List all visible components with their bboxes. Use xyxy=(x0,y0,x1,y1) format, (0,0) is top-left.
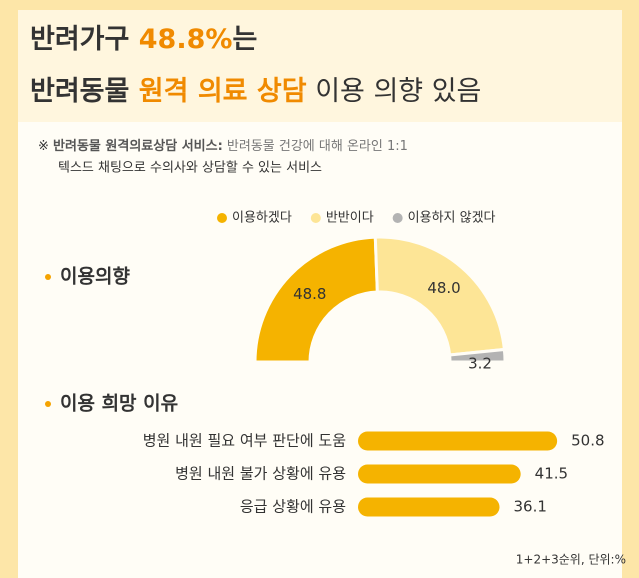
bar xyxy=(358,497,500,517)
title-text: 는 xyxy=(232,24,257,55)
title-area xyxy=(18,10,622,122)
bullet xyxy=(45,401,51,407)
bar xyxy=(358,464,521,484)
legend-label: 반반이다 xyxy=(326,211,374,226)
bar-category: 응급 상황에 유용 xyxy=(240,498,346,516)
data-label: 48.8 xyxy=(293,285,326,303)
legend-swatch xyxy=(392,213,403,223)
section-title: 이용의향 xyxy=(60,266,130,288)
bullet xyxy=(45,274,51,280)
note-line1: ※ 반려동물 원격의료상담 서비스: 반려동물 건강에 대해 온라인 1:1 xyxy=(38,138,408,154)
legend-label: 이용하지 않겠다 xyxy=(408,211,496,226)
data-label: 48.0 xyxy=(427,279,460,297)
section-title: 이용 희망 이유 xyxy=(60,393,178,415)
note-text: 텍스드 채팅으로 수의사와 상담할 수 있는 서비스 xyxy=(58,161,322,176)
legend-swatch xyxy=(310,213,321,223)
title-text: 반려가구 xyxy=(30,24,139,55)
title-highlight: 원격 의료 상담 xyxy=(139,76,307,107)
panel xyxy=(18,122,622,578)
legend-label: 이용하겠다 xyxy=(232,211,292,226)
note-term: 반려동물 원격의료상담 서비스: xyxy=(53,138,223,154)
data-label: 50.8 xyxy=(571,432,604,450)
bar-category: 병원 내원 필요 여부 판단에 도움 xyxy=(143,432,346,450)
donut-segment xyxy=(253,235,379,364)
bar-category: 병원 내원 불가 상황에 유용 xyxy=(175,465,346,483)
bar xyxy=(358,431,558,451)
title-text: 반려동물 xyxy=(30,76,139,107)
data-label: 3.2 xyxy=(468,355,492,373)
title-line1: 반려가구 48.8%는 xyxy=(30,24,257,55)
title-highlight: 48.8% xyxy=(139,24,233,55)
data-label: 36.1 xyxy=(514,498,547,516)
footnote: 1+2+3순위, 단위:% xyxy=(516,553,626,567)
title-text: 이용 의향 있음 xyxy=(307,76,482,107)
legend-swatch xyxy=(217,213,227,223)
data-label: 41.5 xyxy=(535,465,568,483)
donut-segment xyxy=(448,347,507,364)
title-line2: 반려동물 원격 의료 상담 이용 의향 있음 xyxy=(30,76,481,107)
note-text: 반려동물 건강에 대해 온라인 1:1 xyxy=(223,139,408,154)
note-mark: ※ xyxy=(38,139,49,154)
donut-segment xyxy=(373,235,507,357)
